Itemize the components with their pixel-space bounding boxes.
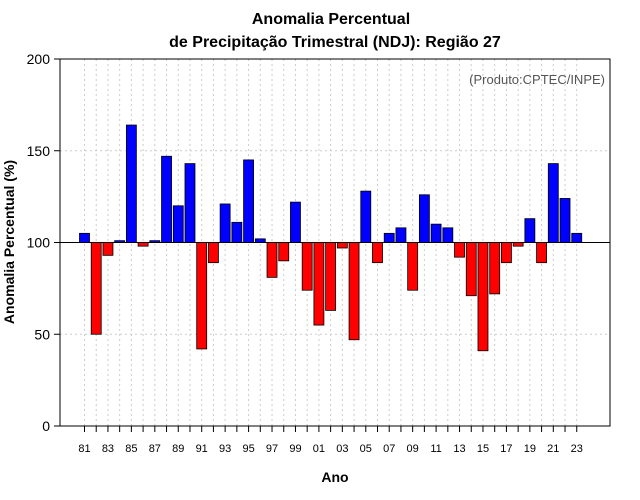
bar-01: [313, 242, 325, 326]
x-tick-label: 99: [289, 443, 301, 455]
bar-99: [290, 201, 301, 243]
bar-88: [161, 155, 172, 243]
x-tick-label: 95: [242, 443, 254, 455]
x-tick-label: 15: [477, 443, 489, 455]
bar-86: [137, 242, 149, 247]
bar-16: [489, 242, 501, 295]
bar-97: [266, 242, 278, 278]
bar-82: [90, 242, 102, 335]
x-tick-label: 07: [383, 443, 395, 455]
bar-98: [278, 242, 290, 262]
bar-85: [125, 124, 137, 243]
bar-09: [407, 242, 419, 291]
x-tick-label: 93: [219, 443, 231, 455]
y-axis-label: Anomalia Percentual (%): [1, 160, 17, 324]
bar-07: [383, 232, 395, 243]
bar-08: [395, 227, 407, 243]
bar-18: [512, 242, 524, 247]
bar-10: [418, 194, 430, 243]
chart-subtitle: de Precipitação Trimestral (NDJ): Região…: [169, 34, 501, 51]
bar-02: [325, 242, 337, 311]
chart-title: Anomalia Percentual: [252, 11, 410, 28]
bar-90: [184, 163, 196, 243]
x-tick-label: 03: [336, 443, 348, 455]
x-tick-label: 81: [78, 443, 90, 455]
bar-19: [524, 218, 536, 243]
bar-22: [559, 198, 571, 243]
bar-21: [547, 163, 559, 243]
credit-text: (Produto:CPTEC/INPE): [469, 72, 605, 87]
x-tick-label: 21: [547, 443, 559, 455]
x-tick-label: 87: [149, 443, 161, 455]
x-tick-label: 85: [125, 443, 137, 455]
y-tick-label: 100: [27, 235, 51, 251]
x-tick-label: 89: [172, 443, 184, 455]
bar-93: [219, 203, 231, 243]
grid-layer: [60, 59, 610, 426]
y-tick-label: 150: [27, 143, 51, 159]
bar-11: [430, 223, 442, 243]
bar-04: [348, 242, 360, 341]
x-axis-label: Ano: [321, 469, 348, 485]
bar-00: [301, 242, 313, 291]
bar-06: [372, 242, 383, 264]
x-tick-label: 05: [360, 443, 372, 455]
bar-12: [442, 227, 454, 243]
bar-13: [454, 242, 465, 258]
x-tick-label: 83: [102, 443, 114, 455]
bar-94: [231, 221, 243, 243]
x-tick-label: 17: [500, 443, 512, 455]
bar-95: [243, 159, 254, 243]
x-tick-label: 91: [196, 443, 208, 455]
x-tick-label: 19: [524, 443, 536, 455]
bar-15: [477, 242, 489, 352]
bar-03: [336, 242, 348, 249]
bar-81: [79, 232, 90, 243]
bar-96: [254, 238, 266, 243]
bar-05: [360, 190, 372, 243]
axes-layer: 0 50 100 150 200 81 83 85 87 89 91 93 95 97 99 01 03 05 07…: [27, 51, 611, 455]
y-tick-label: 50: [34, 326, 50, 342]
bar-83: [102, 242, 114, 256]
bar-92: [208, 242, 219, 264]
bars-layer: [79, 124, 583, 352]
bar-20: [536, 242, 547, 264]
x-tick-label: 11: [430, 443, 441, 455]
x-tick-label: 97: [266, 443, 278, 455]
x-tick-label: 23: [571, 443, 583, 455]
bar-17: [501, 242, 512, 264]
x-tick-label: 01: [313, 443, 325, 455]
bar-91: [196, 242, 208, 350]
x-tick-label: 13: [453, 443, 465, 455]
bar-14: [465, 242, 477, 297]
y-tick-label: 200: [27, 51, 51, 67]
bar-23: [571, 232, 583, 243]
y-tick-label: 0: [42, 418, 50, 434]
x-tick-label: 09: [407, 443, 419, 455]
bar-89: [172, 205, 184, 243]
